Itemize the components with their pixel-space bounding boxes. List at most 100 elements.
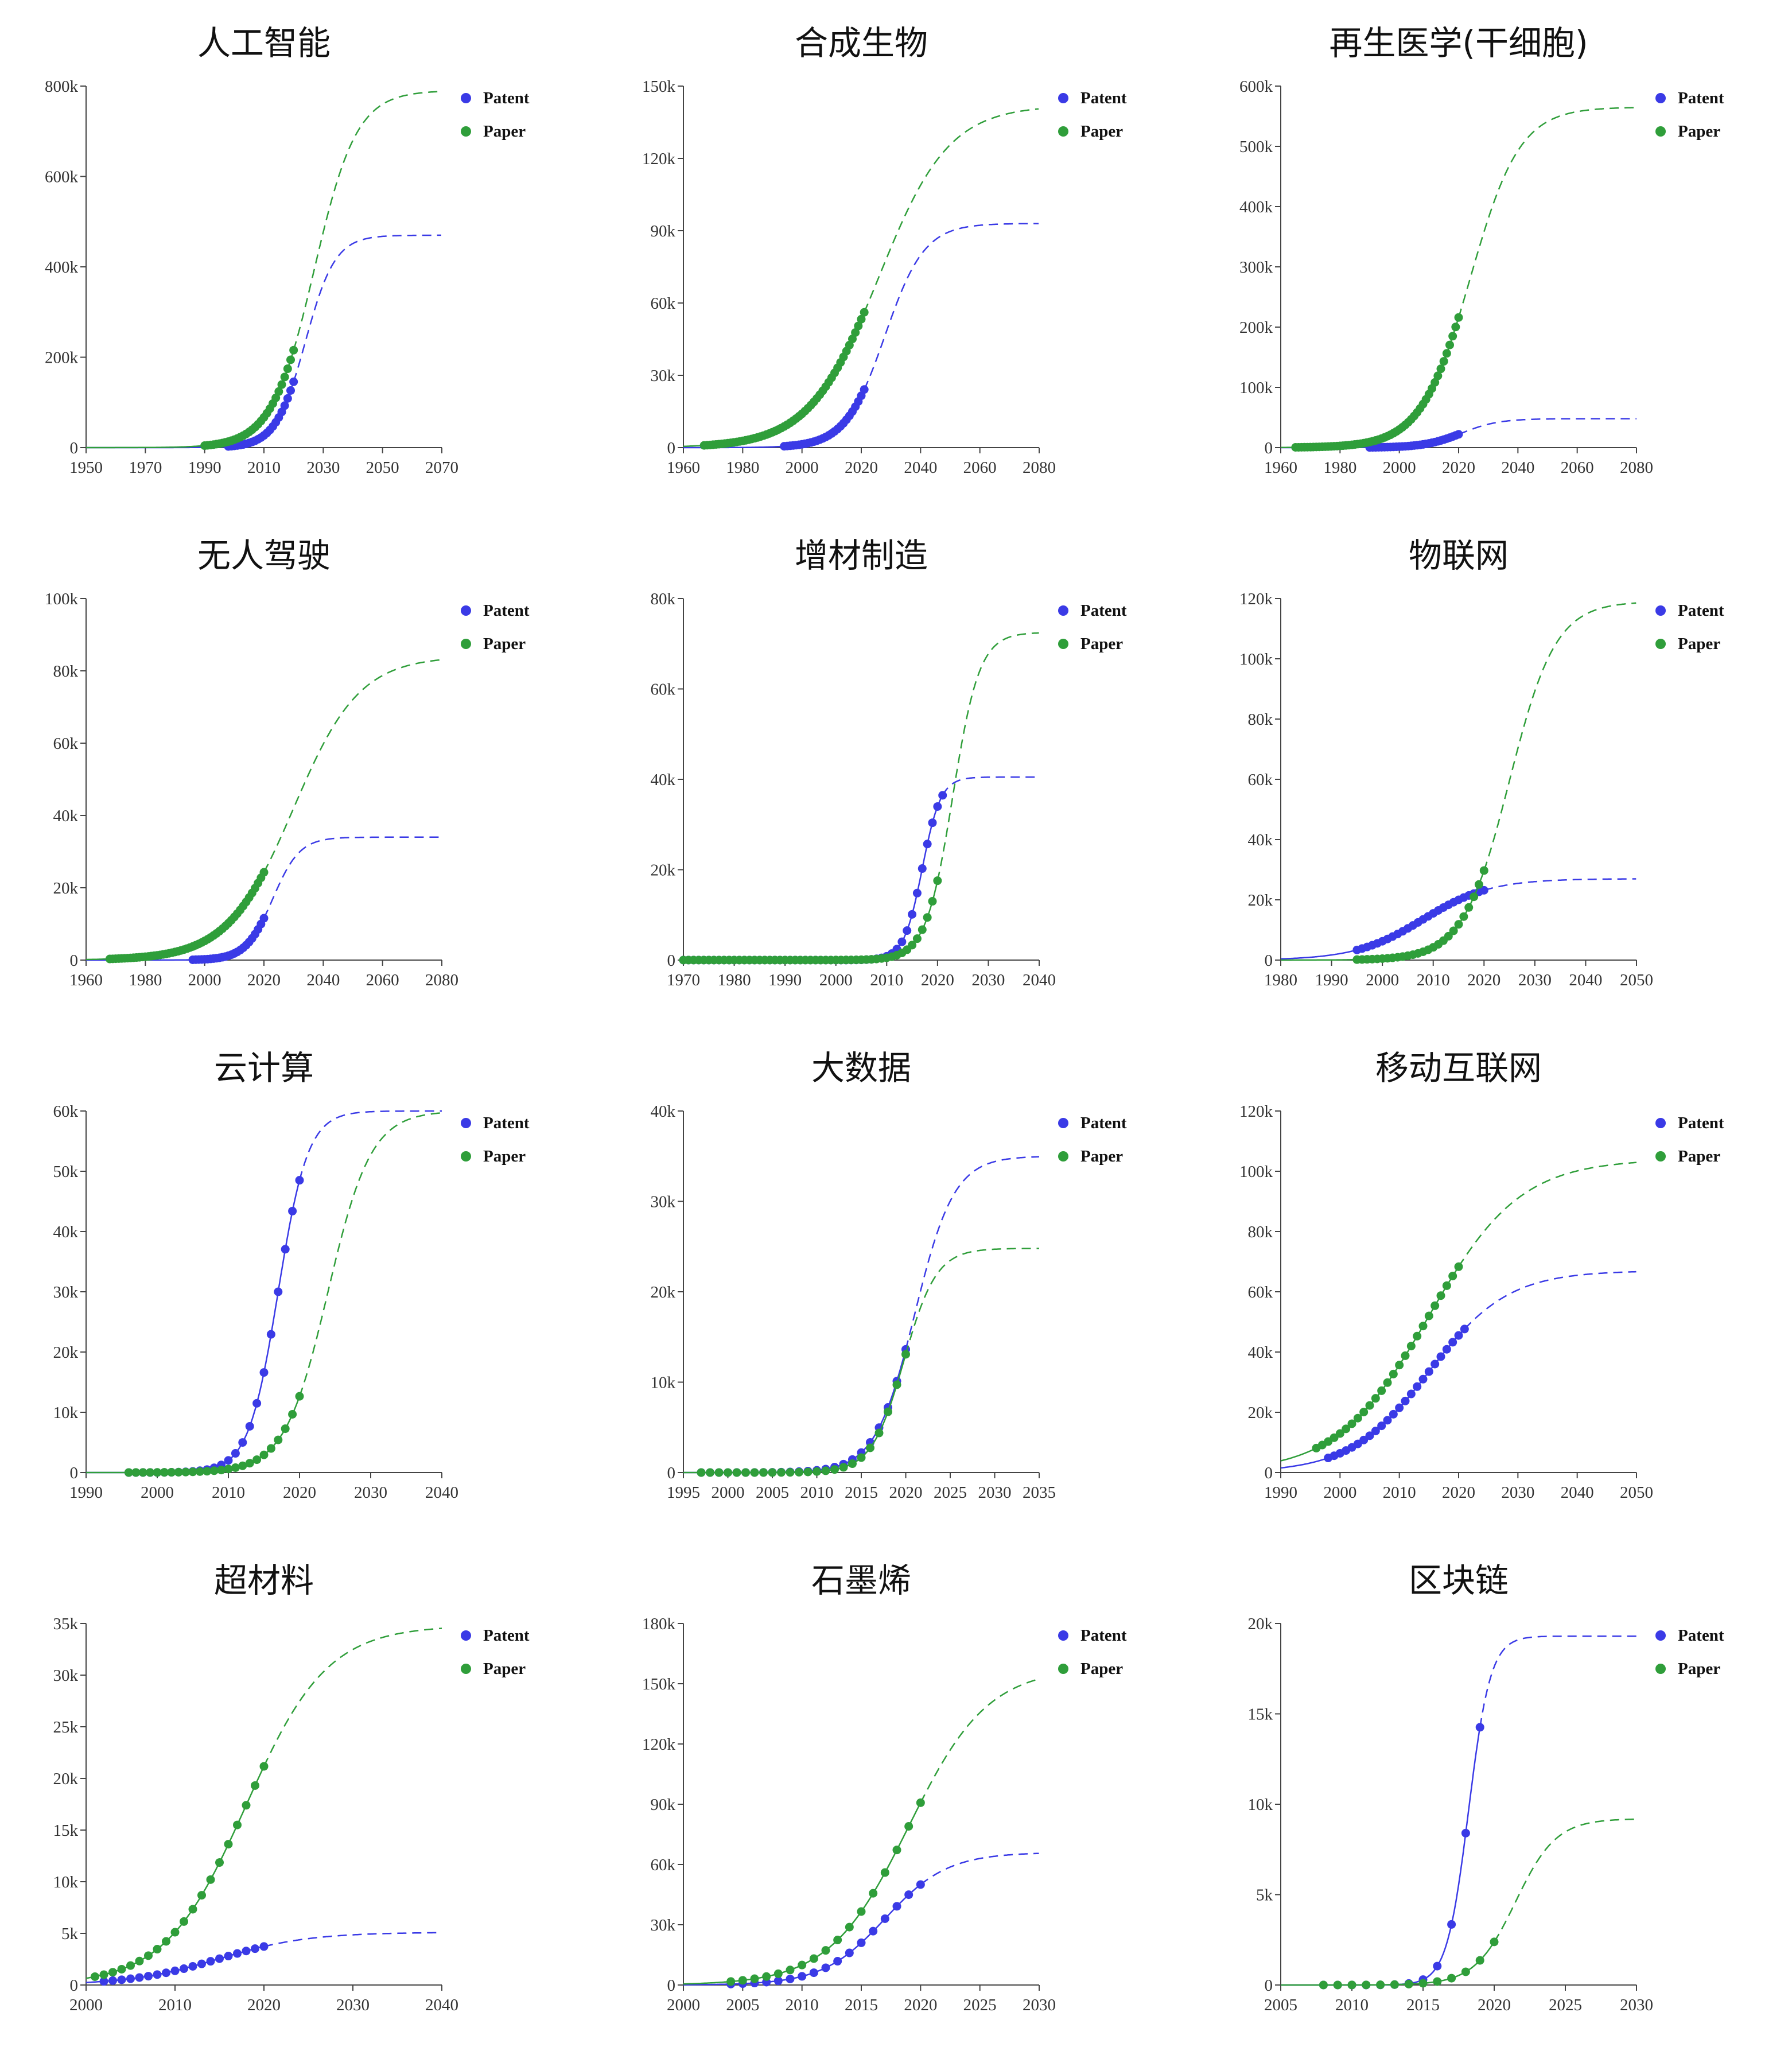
- y-tick-label: 180k: [642, 1615, 676, 1633]
- x-tick-label: 2050: [1620, 971, 1653, 989]
- chart-panel: 区块链 0 5k 10k 15k 20k 2005 2010 2015 2020 2025 2030 P…: [1195, 1537, 1792, 2050]
- data-point: [180, 1917, 188, 1926]
- data-point: [1442, 1345, 1451, 1354]
- x-tick-label: 2030: [1518, 971, 1552, 989]
- legend-label: Paper: [1080, 1147, 1123, 1166]
- y-tick-label: 40k: [651, 771, 676, 789]
- data-point: [181, 1467, 191, 1477]
- data-point: [1347, 1980, 1356, 1990]
- x-tick-label: 2000: [141, 1483, 174, 1502]
- y-tick-label: 0: [1265, 951, 1273, 970]
- forecast-line: [293, 91, 442, 351]
- data-point: [1413, 1382, 1422, 1391]
- x-tick-label: 1980: [726, 459, 759, 477]
- x-tick-label: 2000: [667, 1996, 700, 2014]
- data-point: [750, 1974, 759, 1983]
- legend-marker: [1058, 1118, 1068, 1128]
- x-tick-label: 2010: [1417, 971, 1450, 989]
- data-point: [1451, 323, 1460, 332]
- y-tick-label: 60k: [53, 1102, 79, 1121]
- forecast-line: [293, 234, 441, 382]
- data-point: [1444, 931, 1453, 941]
- data-point: [224, 1840, 233, 1849]
- data-point: [1464, 903, 1474, 912]
- data-point: [869, 1889, 878, 1898]
- y-tick-label: 400k: [1239, 198, 1273, 216]
- data-point: [259, 914, 269, 923]
- data-point: [283, 364, 292, 374]
- data-point: [259, 1762, 269, 1771]
- forecast-line: [1483, 878, 1636, 891]
- y-tick-label: 20k: [1248, 1404, 1273, 1422]
- data-point: [1442, 349, 1451, 358]
- data-point: [1383, 1378, 1392, 1387]
- chart-title: 大数据: [811, 1048, 911, 1087]
- data-point: [866, 1443, 874, 1452]
- legend-marker: [461, 1664, 471, 1674]
- legend-marker: [1655, 1118, 1666, 1128]
- data-point: [809, 1968, 818, 1978]
- y-tick-label: 0: [1265, 439, 1273, 457]
- data-point: [821, 1946, 830, 1955]
- data-point: [188, 1467, 197, 1477]
- legend-marker: [1058, 1630, 1068, 1641]
- x-tick-label: 2015: [1406, 1996, 1440, 2014]
- fit-line: [1281, 1941, 1495, 1986]
- x-tick-label: 2050: [1620, 1483, 1653, 1502]
- data-point: [259, 1368, 269, 1377]
- data-point: [1436, 1291, 1445, 1300]
- data-point: [153, 1945, 162, 1954]
- x-tick-label: 1990: [69, 1483, 103, 1502]
- data-point: [281, 1245, 290, 1254]
- series-patent: [86, 1932, 442, 1986]
- legend-marker: [1058, 639, 1068, 649]
- data-point: [848, 335, 857, 344]
- data-point: [1460, 1324, 1469, 1334]
- x-tick-label: 2035: [1023, 1483, 1056, 1502]
- data-point: [1390, 1980, 1399, 1989]
- data-point: [1454, 1331, 1463, 1340]
- y-tick-label: 30k: [651, 367, 676, 385]
- y-tick-label: 0: [70, 1976, 79, 1995]
- data-point: [174, 1467, 183, 1477]
- data-point: [1439, 357, 1448, 366]
- series-paper: [683, 108, 1039, 450]
- axis-lines: [1280, 1623, 1636, 1986]
- x-tick-label: 2010: [212, 1483, 245, 1502]
- y-tick-label: 120k: [642, 1735, 676, 1754]
- data-point: [146, 1468, 155, 1477]
- data-point: [259, 1942, 269, 1951]
- data-point: [1436, 364, 1445, 374]
- data-point: [1461, 1967, 1470, 1976]
- x-tick-label: 2005: [1264, 1996, 1297, 2014]
- data-point: [286, 355, 295, 364]
- data-point: [231, 1449, 240, 1458]
- data-point: [295, 1392, 304, 1401]
- data-point: [860, 385, 869, 394]
- data-point: [245, 1421, 254, 1431]
- data-point: [1342, 1424, 1351, 1434]
- y-tick-label: 500k: [1239, 138, 1273, 156]
- x-tick-label: 1960: [667, 459, 700, 477]
- x-tick-label: 2020: [1478, 1996, 1511, 2014]
- x-tick-label: 2010: [247, 459, 281, 477]
- chart-svg: 区块链 0 5k 10k 15k 20k 2005 2010 2015 2020 2025 2030 P…: [1248, 1561, 1724, 2014]
- forecast-line: [905, 1156, 1039, 1350]
- x-tick-label: 1990: [188, 459, 221, 477]
- data-point: [288, 1206, 297, 1215]
- data-point: [203, 1467, 212, 1476]
- data-point: [1406, 1389, 1416, 1399]
- data-point: [1401, 1396, 1410, 1405]
- data-point: [108, 1976, 117, 1985]
- series-paper: [86, 91, 442, 450]
- data-point: [266, 1330, 275, 1339]
- chart-title: 无人驾驶: [197, 536, 331, 575]
- data-point: [99, 1977, 108, 1986]
- data-point: [845, 1922, 854, 1932]
- data-point: [144, 1951, 153, 1960]
- x-tick-label: 2040: [425, 1996, 458, 2014]
- data-point: [697, 1468, 706, 1477]
- y-tick-label: 60k: [1248, 1283, 1273, 1302]
- data-point: [266, 1444, 275, 1453]
- data-point: [1431, 1359, 1440, 1369]
